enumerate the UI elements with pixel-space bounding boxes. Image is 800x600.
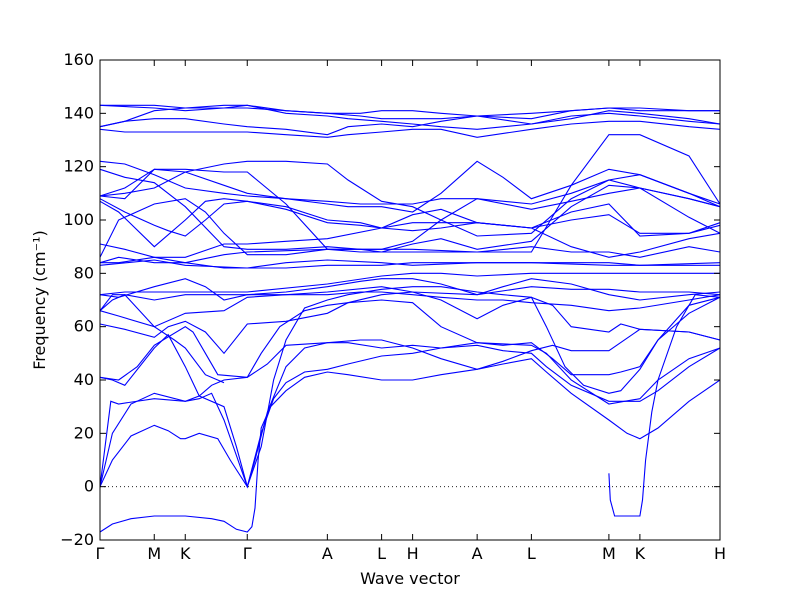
x-tick-label: M: [602, 544, 616, 563]
x-tick-label: A: [472, 544, 483, 563]
phonon-band-25: [99, 120, 721, 138]
x-tick-label: M: [147, 544, 161, 563]
x-tick-label: L: [527, 544, 536, 563]
y-axis: −20 0 20 40 60 80 100 120 140 160: [60, 50, 720, 549]
phonon-band-22: [99, 160, 721, 213]
y-tick-label: 120: [63, 157, 94, 176]
phonon-band-28: [99, 104, 720, 120]
phonon-band-6: [99, 296, 721, 381]
y-tick-label: 160: [63, 50, 94, 69]
y-tick-label: 0: [84, 477, 94, 496]
phonon-band-20: [99, 168, 721, 250]
y-tick-label: −20: [60, 530, 94, 549]
phonon-band-13: [100, 256, 721, 269]
x-tick-label: K: [635, 544, 646, 563]
phonon-band-7: [99, 291, 721, 355]
phonon-band-4: [99, 286, 721, 489]
y-tick-label: 140: [63, 103, 94, 122]
phonon-band-8: [99, 291, 721, 328]
phonon-band-21: [99, 160, 721, 234]
plot-frame: [99, 59, 721, 541]
y-tick-label: 80: [74, 263, 94, 282]
phonon-band-9: [99, 286, 721, 312]
phonon-band-10: [99, 278, 721, 301]
phonon-band-5: [99, 328, 721, 397]
y-tick-label: 60: [74, 317, 94, 336]
x-axis-label: Wave vector: [360, 569, 460, 588]
phonon-band-3: [99, 342, 721, 489]
phonon-band-24: [99, 110, 721, 136]
x-tick-label: Γ: [96, 544, 105, 563]
phonon-band-11: [99, 272, 720, 296]
y-axis-label: Frequency (cm⁻¹): [30, 230, 49, 369]
y-tick-label: 40: [74, 370, 94, 389]
x-tick-label: H: [714, 544, 726, 563]
y-tick-label: 20: [74, 423, 94, 442]
phonon-band-2: [99, 344, 721, 489]
phonon-band-29: [608, 294, 721, 517]
phonon-band-16: [99, 198, 721, 248]
phonon-band-12: [99, 259, 720, 269]
phonon-band-18: [99, 184, 721, 258]
x-tick-label: H: [407, 544, 419, 563]
x-tick-label: Γ: [243, 544, 252, 563]
phonon-band-1: [99, 358, 721, 533]
x-tick-label: L: [377, 544, 386, 563]
phonon-band-23: [99, 134, 721, 253]
y-tick-label: 100: [63, 210, 94, 229]
x-tick-label: K: [180, 544, 191, 563]
phonon-band-30: [99, 294, 225, 384]
phonon-band-17: [99, 198, 721, 237]
phonon-band-26: [99, 104, 721, 130]
x-tick-label: A: [322, 544, 333, 563]
plot-area: [99, 104, 721, 533]
